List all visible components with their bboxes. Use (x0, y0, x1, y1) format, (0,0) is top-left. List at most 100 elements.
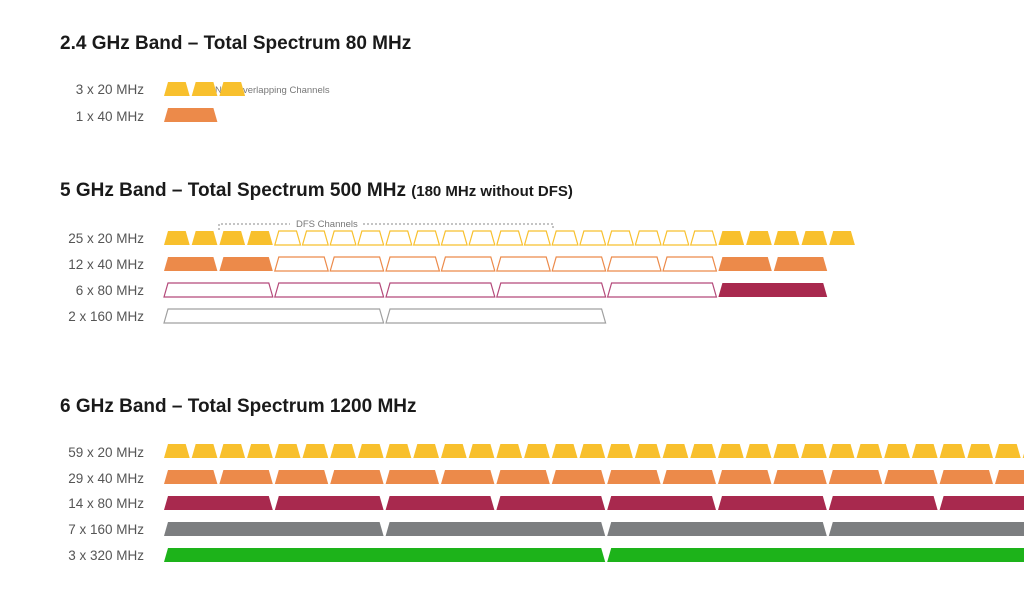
band-5-80mhz-channel-4 (496, 282, 607, 298)
band-5-40mhz-channel-8 (551, 256, 607, 272)
band-6-20mhz-channel-9 (385, 444, 412, 458)
band-5-20mhz-channel-16 (579, 230, 607, 246)
band-6-20mhz-channel-17 (607, 444, 633, 458)
band-24-20mhz-channel-1 (164, 82, 190, 96)
band-5-40mhz-channel-12 (773, 257, 828, 271)
band-6-20mhz-channel-14 (524, 444, 550, 458)
band-5-20mhz-channel-24 (801, 231, 828, 245)
band-6-20mhz-channel-1 (164, 444, 190, 458)
band-6-40mhz-channel-1 (164, 470, 218, 484)
band-6-row-label-320: 3 x 320 MHz (68, 548, 144, 563)
band-6-20mhz-channel-26 (856, 444, 883, 458)
band-6-20mhz-channel-13 (496, 444, 523, 458)
band-6-row-label-160: 7 x 160 MHz (68, 522, 144, 537)
band-5-40mhz-channel-3 (274, 256, 329, 272)
band-6-40mhz-channel-15 (939, 470, 993, 484)
band-5-20mhz-channel-6 (301, 230, 329, 246)
band-5-20mhz-channel-20 (689, 230, 718, 246)
band-6-80mhz-channel-7 (828, 496, 938, 510)
band-6-row-label-80: 14 x 80 MHz (68, 496, 144, 511)
band-6-row-label-40: 29 x 40 MHz (68, 471, 144, 486)
band-5-80mhz-channel-1 (163, 282, 274, 298)
band-5-20mhz-channel-2 (191, 231, 218, 245)
band-5-20mhz-channel-4 (247, 231, 273, 245)
band-6-20mhz-channel-15 (551, 444, 578, 458)
band-6-40mhz-channel-5 (385, 470, 439, 484)
band-6-40mhz-channel-11 (718, 470, 772, 484)
band-5-20mhz-channel-11 (440, 230, 468, 246)
band-5-20mhz-channel-10 (412, 230, 441, 246)
band-6-20mhz-channel-31 (995, 444, 1021, 458)
band-5-20mhz-channel-3 (219, 231, 246, 245)
band-6-160mhz-channel-1 (164, 522, 384, 536)
non-overlapping-note: Non-Overlapping Channels (215, 85, 330, 96)
band-5-20mhz-channel-1 (164, 231, 190, 245)
band-5-40mhz-channel-7 (496, 256, 551, 272)
band-5-20mhz-channel-7 (329, 230, 357, 246)
band-6-title-text: 6 GHz Band – Total Spectrum 1200 MHz (60, 396, 417, 417)
band-5-40mhz-channel-1 (164, 257, 218, 271)
band-5-40mhz-channel-10 (662, 256, 718, 272)
band-5-20mhz-channel-22 (746, 231, 772, 245)
band-6-80mhz-channel-2 (274, 496, 384, 510)
band-6-20mhz-channel-19 (662, 444, 689, 458)
band-6-20mhz-channel-3 (219, 444, 246, 458)
band-6-20mhz-channel-18 (634, 444, 661, 458)
band-5-20mhz-channel-25 (829, 231, 855, 245)
band-24-row-label-20: 3 x 20 MHz (75, 82, 144, 97)
band-6-20mhz-channel-7 (330, 444, 356, 458)
band-6-40mhz-channel-16 (995, 470, 1024, 484)
band-6-80mhz-channel-6 (718, 496, 827, 510)
band-6-20mhz-channel-8 (357, 444, 384, 458)
band-6-40mhz-channel-2 (219, 470, 273, 484)
band-24-title-text: 2.4 GHz Band – Total Spectrum 80 MHz (60, 33, 412, 54)
band-6-40mhz-channel-14 (884, 470, 938, 484)
band-5-20mhz-channel-23 (773, 231, 800, 245)
band-5-20mhz-channel-9 (385, 230, 413, 246)
band-6-40mhz-channel-10 (662, 470, 716, 484)
band-6-20mhz-channel-6 (302, 444, 329, 458)
band-6-40mhz-channel-7 (496, 470, 550, 484)
band-5-20mhz-channel-21 (718, 231, 745, 245)
band-6-20mhz-channel-28 (911, 444, 938, 458)
band-5-40mhz-channel-5 (385, 256, 441, 272)
band-6-80mhz-channel-4 (496, 496, 606, 510)
band-5-subtitle: (180 MHz without DFS) (411, 183, 573, 200)
band-5-row-label-20: 25 x 20 MHz (68, 231, 144, 246)
band-6-40mhz-channel-4 (330, 470, 384, 484)
band-24-20mhz-channel-3 (219, 82, 246, 96)
band-6-80mhz-channel-1 (164, 496, 273, 510)
band-5-20mhz-channel-5 (274, 230, 302, 246)
band-5-20mhz-channel-15 (551, 230, 579, 246)
band-5-20mhz-channel-8 (357, 230, 385, 246)
band-5-40mhz-channel-4 (329, 256, 385, 272)
band-6-20mhz-channel-12 (468, 444, 495, 458)
band-6-20mhz-channel-11 (441, 444, 467, 458)
band-6-20mhz-channel-16 (579, 444, 606, 458)
band-6-80mhz-channel-5 (607, 496, 716, 510)
band-6-160mhz-channel-2 (385, 522, 606, 536)
band-5-80mhz-channel-6 (718, 283, 828, 297)
band-5-20mhz-channel-12 (468, 230, 496, 246)
band-6-40mhz-channel-12 (773, 470, 827, 484)
band-6-160mhz-channel-3 (607, 522, 827, 536)
band-6-20mhz-channel-4 (247, 444, 273, 458)
band-6-20mhz-channel-5 (274, 444, 301, 458)
band-5-row-label-160: 2 x 160 MHz (68, 309, 144, 324)
band-6-20mhz-channel-22 (745, 444, 772, 458)
band-6-20mhz-channel-25 (828, 444, 855, 458)
band-6-20mhz-channel-29 (939, 444, 966, 458)
band-6-title: 6 GHz Band – Total Spectrum 1200 MHz (60, 396, 417, 418)
band-5-80mhz-channel-2 (274, 282, 385, 298)
band-5-title-text: 5 GHz Band – Total Spectrum 500 MHz (60, 180, 406, 201)
band-5-40mhz-channel-6 (440, 256, 496, 272)
band-5-40mhz-channel-11 (718, 257, 772, 271)
band-6-320mhz-channel-1 (164, 548, 606, 562)
band-5-row-label-40: 12 x 40 MHz (68, 257, 144, 272)
band-6-160mhz-channel-4 (828, 522, 1024, 536)
band-24-20mhz-channel-2 (191, 82, 218, 96)
band-6-40mhz-channel-3 (274, 470, 329, 484)
band-6-20mhz-channel-21 (718, 444, 744, 458)
band-5-160mhz-channel-2 (385, 308, 607, 324)
